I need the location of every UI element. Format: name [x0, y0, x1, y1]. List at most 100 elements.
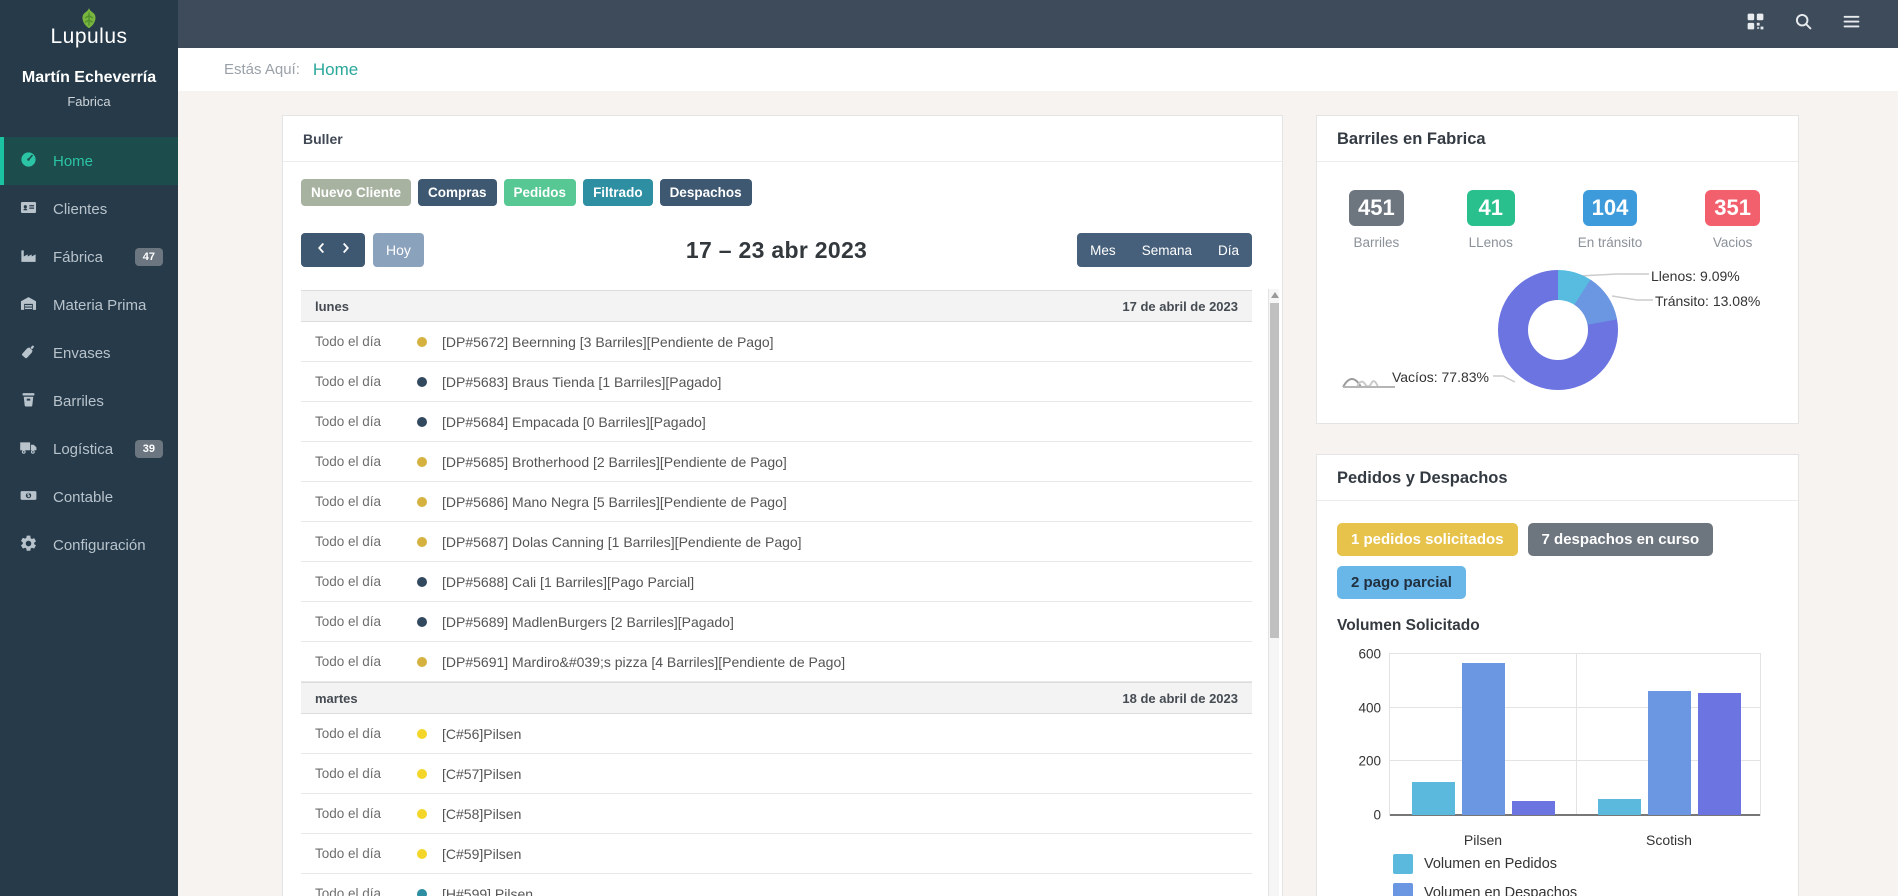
filter-nuevo-cliente[interactable]: Nuevo Cliente [301, 179, 412, 206]
qr-grid-icon[interactable] [1745, 11, 1766, 37]
calendar-event-row[interactable]: Todo el día [DP#5688] Cali [1 Barriles][P… [301, 562, 1252, 602]
sidebar-item-label: Materia Prima [53, 296, 147, 314]
sidebar-item-label: Home [53, 152, 94, 170]
event-dot-icon [417, 728, 427, 739]
barriles-panel-title: Barriles en Fabrica [1317, 116, 1798, 162]
calendar-event-row[interactable]: Todo el día [DP#5685] Brotherhood [2 Barr… [301, 442, 1252, 482]
calendar-event-row[interactable]: Todo el día [DP#5684] Empacada [0 Barrile… [301, 402, 1252, 442]
sidebar-item-fabrica[interactable]: Fábrica 47 [0, 233, 178, 281]
sidebar-item-materia-prima[interactable]: Materia Prima [0, 281, 178, 329]
sidebar-item-label: Configuración [53, 536, 146, 554]
menu-icon[interactable] [1841, 11, 1862, 37]
bar [1697, 692, 1741, 815]
y-axis-tick-label: 200 [1358, 753, 1381, 769]
stat-label: En tránsito [1577, 235, 1643, 250]
donut-chart [1498, 270, 1618, 390]
calendar-event-row[interactable]: Todo el día [C#56]Pilsen [301, 714, 1252, 754]
x-axis-line [1390, 814, 1760, 816]
filter-compras[interactable]: Compras [418, 179, 497, 206]
stat-vacios: 351 Vacios [1705, 190, 1760, 250]
legend-item: Volumen en Pedidos [1393, 854, 1778, 874]
main-content: Buller Nuevo Cliente Compras Pedidos Fil… [178, 91, 1898, 896]
keg-icon [19, 390, 38, 413]
today-button[interactable]: Hoy [373, 233, 424, 267]
sidebar-item-home[interactable]: Home [0, 137, 178, 185]
bar [1511, 801, 1555, 815]
chevron-right-icon[interactable] [341, 241, 350, 259]
pedidos-badges-row-2: 2 pago parcial [1337, 566, 1778, 599]
event-dot-icon [417, 768, 427, 779]
badge-pago-parcial[interactable]: 2 pago parcial [1337, 566, 1466, 599]
sidebar-menu: Home Clientes Fábrica 47 Materia Prima E… [0, 137, 178, 569]
y-axis-tick-label: 400 [1358, 700, 1381, 716]
stat-label: LLenos [1468, 235, 1513, 250]
event-dot-icon [417, 416, 427, 427]
sidebar-item-logistica[interactable]: Logística 39 [0, 425, 178, 473]
chevron-left-icon[interactable] [317, 241, 326, 259]
calendar-event-row[interactable]: Todo el día [DP#5683] Braus Tienda [1 Bar… [301, 362, 1252, 402]
bar-group [1390, 662, 1576, 815]
legend-swatch-icon [1393, 883, 1413, 896]
stat-value: 451 [1349, 190, 1404, 226]
bottle-icon [19, 342, 38, 365]
calendar-event-row[interactable]: Todo el día [DP#5686] Mano Negra [5 Barri… [301, 482, 1252, 522]
calendar-event-row[interactable]: Todo el día [C#59]Pilsen [301, 834, 1252, 874]
view-dia-button[interactable]: Día [1217, 242, 1239, 258]
calendar-scrollbar[interactable] [1268, 289, 1279, 896]
warehouse-icon [19, 294, 38, 317]
calendar-event-row[interactable]: Todo el día [DP#5691] Mardiro&#039;s pizz… [301, 642, 1252, 682]
x-axis-label: Scotish [1646, 832, 1692, 848]
stat-label: Vacios [1712, 235, 1753, 250]
breadcrumb-current[interactable]: Home [312, 59, 359, 79]
sidebar-item-label: Logística [53, 440, 114, 458]
calendar-filters: Nuevo Cliente Compras Pedidos Filtrado D… [301, 179, 1252, 206]
scrollbar-up-arrow[interactable] [1270, 292, 1279, 298]
stat-value: 351 [1705, 190, 1760, 226]
x-axis-label: Pilsen [1463, 832, 1503, 848]
calendar-panel-title: Buller [283, 116, 1282, 162]
topbar [178, 0, 1898, 48]
sidebar-item-clientes[interactable]: Clientes [0, 185, 178, 233]
breadcrumb-prefix: Estás Aquí: [224, 61, 300, 78]
sidebar: Lupulus Martín Echeverría Fabrica Home C… [0, 0, 178, 896]
id-card-icon [19, 198, 38, 221]
event-dot-icon [417, 456, 427, 467]
legend-swatch-icon [1393, 854, 1413, 874]
sidebar-item-label: Contable [53, 488, 114, 506]
search-icon[interactable] [1793, 11, 1814, 37]
event-dot-icon [417, 536, 427, 547]
sidebar-badge-fabrica: 47 [134, 248, 163, 266]
barriles-panel: Barriles en Fabrica 451 Barriles 41 LLen… [1316, 115, 1799, 424]
view-mes-button[interactable]: Mes [1090, 242, 1116, 258]
calendar-title: 17 – 23 abr 2023 [685, 237, 868, 263]
sidebar-item-contable[interactable]: Contable [0, 473, 178, 521]
calendar-day-header: lunes 17 de abril de 2023 [301, 290, 1252, 322]
calendar-event-row[interactable]: Todo el día [C#58]Pilsen [301, 794, 1252, 834]
sidebar-item-envases[interactable]: Envases [0, 329, 178, 377]
sidebar-badge-logistica: 39 [134, 440, 163, 458]
filter-pedidos[interactable]: Pedidos [503, 179, 577, 206]
factory-icon [19, 246, 38, 269]
calendar-event-row[interactable]: Todo el día [H#599] Pilsen [301, 874, 1252, 896]
barrels-donut-chart: Llenos: 9.09% Tránsito: 13.08% Vacíos: 7… [1317, 268, 1798, 392]
badge-despachos-en-curso[interactable]: 7 despachos en curso [1527, 523, 1714, 556]
calendar-event-row[interactable]: Todo el día [DP#5672] Beernning [3 Barril… [301, 322, 1252, 362]
calendar-event-row[interactable]: Todo el día [DP#5689] MadlenBurgers [2 Ba… [301, 602, 1252, 642]
event-dot-icon [417, 336, 427, 347]
badge-pedidos-solicitados[interactable]: 1 pedidos solicitados [1337, 523, 1518, 556]
filter-filtrado[interactable]: Filtrado [583, 179, 653, 206]
sidebar-item-barriles[interactable]: Barriles [0, 377, 178, 425]
sidebar-item-label: Barriles [53, 392, 104, 410]
calendar-event-row[interactable]: Todo el día [DP#5687] Dolas Canning [1 Ba… [301, 522, 1252, 562]
bar-chart-plot-area: 0 200 400 600 Pilsen Scotish [1358, 647, 1761, 848]
app-logo[interactable]: Lupulus [0, 0, 178, 49]
donut-label-vacios: Vacíos: 77.83% [1391, 369, 1489, 385]
sidebar-item-label: Clientes [53, 200, 108, 218]
view-semana-button[interactable]: Semana [1141, 242, 1192, 258]
sidebar-item-configuracion[interactable]: Configuración [0, 521, 178, 569]
calendar-event-row[interactable]: Todo el día [C#57]Pilsen [301, 754, 1252, 794]
scrollbar-thumb[interactable] [1270, 303, 1279, 638]
donut-label-llenos: Llenos: 9.09% [1651, 268, 1740, 284]
filter-despachos[interactable]: Despachos [659, 179, 752, 206]
event-dot-icon [417, 848, 427, 859]
